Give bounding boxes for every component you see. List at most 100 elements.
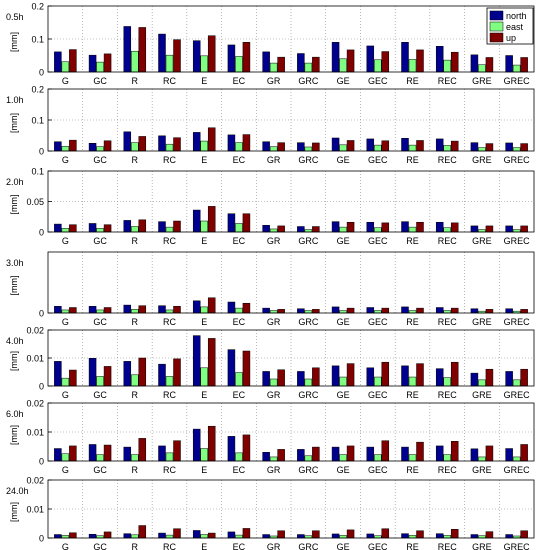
chart-panel: 0 0.1 0.2 G GC R RC E EC GR GRC GE GEC RE REC GRE GREC 0.… — [6, 2, 535, 86]
chart-panel: 0 G GC R RC E EC GR GRC GE GEC RE REC GRE GREC 3.0h [mm] — [6, 251, 535, 327]
bar-north — [158, 532, 166, 539]
bar-north — [192, 209, 201, 233]
bar-east — [165, 376, 174, 387]
y-tick-label: 0.01 — [26, 354, 44, 364]
y-axis-label: [mm] — [9, 195, 19, 215]
bar-up — [242, 350, 251, 387]
y-tick-label: 0.1 — [31, 116, 44, 126]
bar-north — [262, 141, 270, 152]
bar-up — [346, 445, 355, 462]
x-tick-label: GRC — [298, 390, 319, 400]
bar-east — [512, 456, 521, 462]
bar-up — [450, 222, 459, 233]
bar-up — [346, 363, 355, 387]
x-tick-label: GC — [93, 76, 107, 86]
x-tick-label: EC — [233, 236, 246, 246]
bar-up — [485, 143, 494, 152]
bar-up — [346, 49, 355, 73]
bar-north — [123, 220, 132, 233]
bar-north — [54, 448, 62, 462]
x-tick-label: GE — [337, 76, 350, 86]
bar-up — [103, 140, 112, 152]
bar-north — [505, 225, 513, 233]
x-tick-label: GEC — [368, 155, 388, 165]
x-tick-label: GREC — [504, 542, 531, 550]
legend-swatch-east — [489, 21, 504, 32]
bar-east — [339, 454, 347, 462]
bar-north — [331, 365, 340, 387]
x-tick-label: GEC — [368, 317, 388, 327]
legend-label: east — [506, 22, 524, 32]
legend-label: north — [506, 11, 527, 21]
bar-up — [346, 140, 355, 152]
x-tick-label: R — [132, 317, 139, 327]
bar-north — [435, 46, 444, 73]
bar-north — [158, 135, 166, 152]
legend-label: up — [506, 33, 516, 43]
x-tick-label: RC — [163, 465, 176, 475]
bar-north — [505, 55, 513, 73]
panel-label: 2.0h — [6, 177, 24, 187]
bar-up — [242, 134, 251, 152]
bar-up — [416, 363, 424, 387]
x-tick-label: REC — [438, 155, 458, 165]
x-tick-label: G — [62, 155, 69, 165]
x-tick-label: G — [62, 236, 69, 246]
bar-east — [96, 228, 104, 233]
x-tick-label: GC — [93, 155, 107, 165]
panel-label: 1.0h — [6, 95, 24, 105]
bar-north — [88, 223, 97, 233]
bar-north — [470, 142, 479, 152]
x-tick-label: RE — [406, 236, 419, 246]
bar-east — [443, 145, 451, 152]
x-tick-label: GE — [337, 317, 350, 327]
y-tick-label: 0 — [39, 534, 44, 544]
bar-up — [173, 440, 181, 462]
bar-east — [304, 455, 313, 462]
bar-up — [520, 143, 528, 152]
bar-east — [61, 309, 70, 314]
bar-up — [138, 525, 147, 539]
bar-up — [138, 438, 147, 462]
bar-north — [227, 44, 236, 73]
bar-up — [69, 224, 77, 233]
x-tick-label: GRE — [472, 155, 492, 165]
x-tick-label: GC — [93, 542, 107, 550]
bar-north — [331, 42, 340, 73]
x-tick-label: RC — [163, 542, 176, 550]
x-tick-label: RC — [163, 317, 176, 327]
x-tick-label: R — [132, 76, 139, 86]
y-axis-label: [mm] — [9, 502, 19, 522]
bar-up — [312, 142, 320, 152]
bar-up — [381, 361, 390, 387]
bar-up — [520, 57, 528, 73]
bar-north — [54, 141, 62, 152]
bar-north — [470, 448, 479, 462]
bar-north — [401, 365, 409, 387]
panel-label: 6.0h — [6, 409, 24, 419]
bar-up — [346, 307, 355, 314]
panel-label: 0.5h — [6, 12, 24, 22]
y-axis-label: [mm] — [9, 351, 19, 371]
bar-north — [401, 533, 409, 539]
x-tick-label: GC — [93, 236, 107, 246]
bar-north — [470, 225, 479, 233]
bar-north — [435, 533, 444, 539]
bar-east — [96, 309, 104, 314]
bar-east — [374, 144, 382, 152]
bar-up — [381, 440, 390, 462]
bar-up — [103, 531, 112, 539]
x-tick-label: GRE — [472, 542, 492, 550]
x-tick-label: G — [62, 76, 69, 86]
bar-north — [158, 363, 166, 387]
bar-east — [61, 453, 70, 462]
bar-north — [158, 305, 166, 314]
legend-swatch-up — [489, 32, 504, 43]
x-tick-label: REC — [438, 542, 458, 550]
bar-east — [269, 62, 278, 73]
x-tick-label: GRE — [472, 76, 492, 86]
bar-up — [69, 445, 77, 462]
x-tick-label: GRE — [472, 465, 492, 475]
bar-up — [381, 140, 390, 152]
